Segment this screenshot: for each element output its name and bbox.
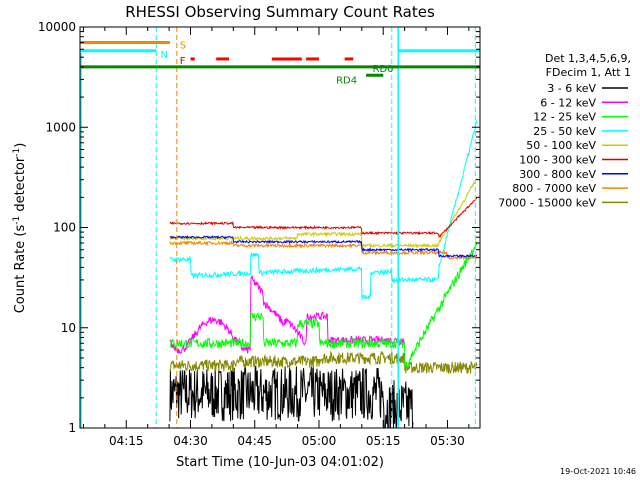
y-tick-label: 10	[61, 321, 76, 335]
footer-date: 19-Oct-2021 10:46	[560, 467, 636, 476]
x-axis-label: Start Time (10-Jun-03 04:01:02)	[176, 455, 384, 470]
x-tick-label: 04:15	[109, 434, 144, 448]
series-line	[169, 240, 478, 369]
legend-entry-label: 300 - 800 keV	[519, 168, 596, 181]
x-tick-label: 05:15	[366, 434, 401, 448]
series-line	[169, 365, 414, 428]
flag-f-label: F	[180, 56, 186, 67]
legend-entry-label: 800 - 7000 keV	[512, 182, 596, 195]
x-tick-label: 05:00	[302, 434, 337, 448]
y-axis-label: Count Rate (s-1 detector-1)	[12, 143, 28, 314]
flag-rd0-label: RD0	[373, 64, 394, 75]
x-tick-label: 04:45	[237, 434, 272, 448]
y-tick-label: 100	[53, 221, 76, 235]
legend-header-1: Det 1,3,4,5,6,9,	[545, 52, 631, 65]
legend-entry-label: 12 - 25 keV	[533, 111, 596, 124]
x-tick-label: 04:30	[173, 434, 208, 448]
legend-header-2: FDecim 1, Att 1	[546, 66, 631, 79]
series-line	[169, 119, 478, 301]
flag-rd4-label: RD4	[336, 75, 357, 86]
y-tick-label: 10000	[38, 20, 76, 34]
legend-entry-label: 25 - 50 keV	[533, 125, 596, 138]
legend: Det 1,3,4,5,6,9, FDecim 1, Att 1 3 - 6 k…	[498, 52, 631, 209]
series-line	[169, 350, 478, 374]
series-line	[169, 235, 478, 259]
legend-entry-label: 6 - 12 keV	[540, 96, 596, 109]
legend-entry-label: 3 - 6 keV	[547, 82, 596, 95]
legend-entry-label: 100 - 300 keV	[519, 154, 596, 167]
chart-title: RHESSI Observing Summary Count Rates	[125, 3, 435, 21]
series-line	[169, 197, 478, 239]
series-line	[169, 275, 405, 355]
series-line	[169, 240, 478, 261]
legend-entry-label: 50 - 100 keV	[526, 139, 596, 152]
x-tick-label: 05:30	[430, 434, 465, 448]
flag-n-label: N	[161, 50, 168, 61]
legend-entry-label: 7000 - 15000 keV	[498, 196, 596, 209]
flag-s-label: S	[180, 40, 186, 51]
y-tick-label: 1	[68, 421, 76, 435]
y-tick-label: 1000	[45, 120, 76, 134]
